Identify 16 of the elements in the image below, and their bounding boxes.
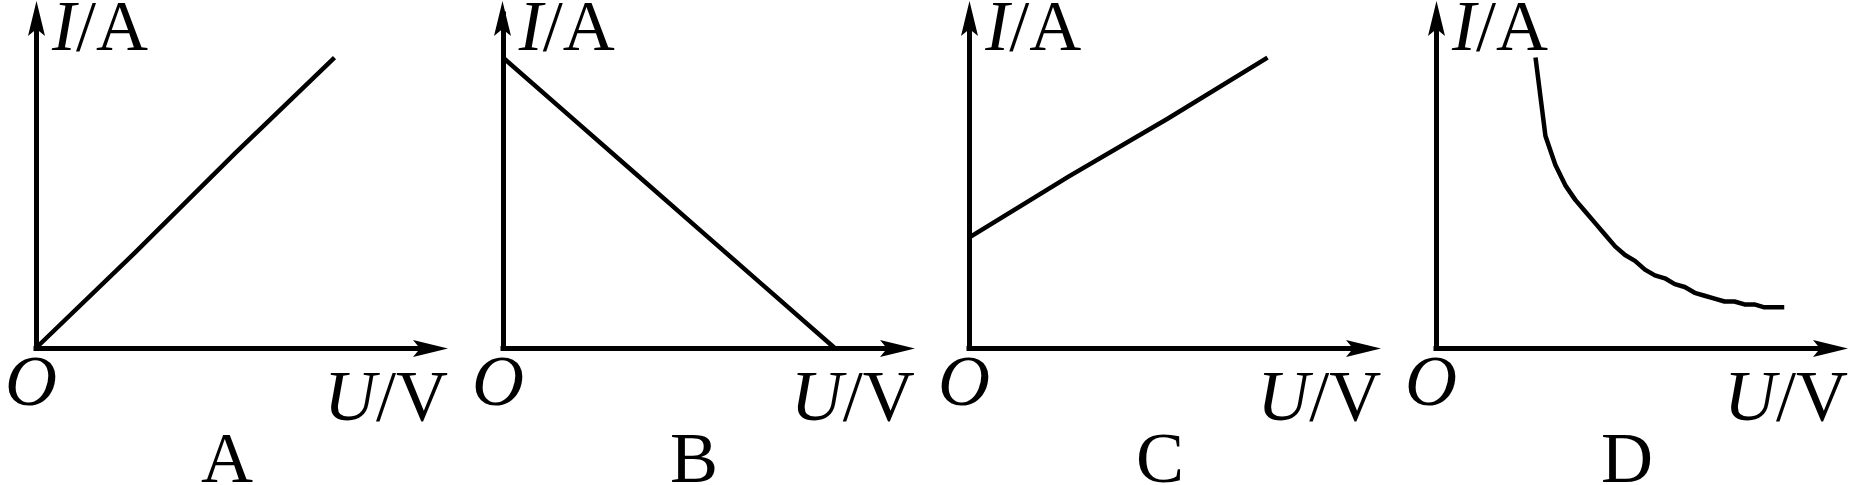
text: A [201,418,254,485]
text: B [669,418,718,485]
annotation: O [938,341,991,421]
annotation: O [471,341,524,421]
y-axis-title: I/A [1452,0,1548,66]
text: D [1601,418,1654,485]
annotation: O [5,341,57,421]
x-axis-title: U/V [1724,356,1848,436]
text: C [1136,418,1185,485]
x-axis-title: U/V [1257,356,1382,436]
x-axis-title: U/V [790,356,915,436]
y-axis-title: I/A [985,0,1082,66]
x-axis-title: U/V [324,356,448,436]
annotation: O [1405,341,1457,421]
y-axis-title: I/A [518,0,615,66]
y-axis-title: I/A [52,0,148,66]
